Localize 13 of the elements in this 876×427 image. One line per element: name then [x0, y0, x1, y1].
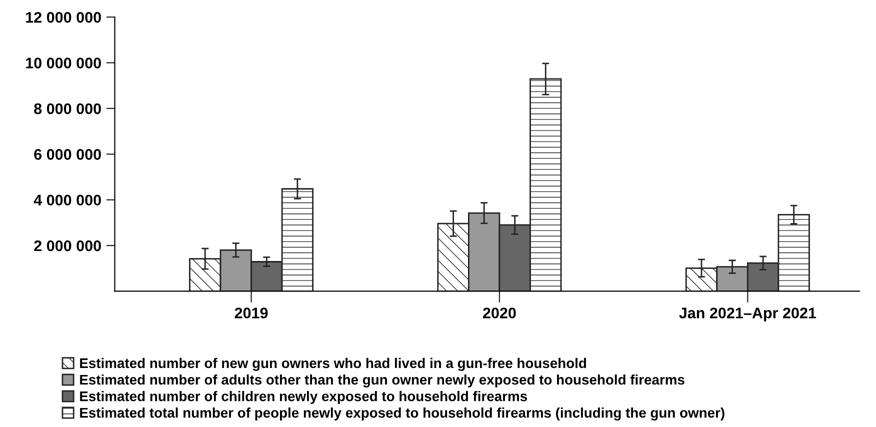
legend-label: Estimated number of adults other than the gun owner newly exposed to household firearms [80, 374, 684, 388]
x-tick-label: 2020 [483, 308, 516, 318]
legend-label: Estimated total number of people newly exposed to household firearms (including the gun owner) [80, 408, 724, 421]
legend-label: Estimated number of new gun owners who had lived in a gun-free household [80, 358, 586, 371]
y-tick-label: 12 000 000 [26, 12, 101, 23]
y-tick-label: 2 000 000 [34, 240, 101, 252]
y-tick-label: 4 000 000 [34, 194, 101, 206]
x-tick-label: 2019 [234, 308, 268, 318]
y-tick-label: 8 000 000 [34, 103, 101, 114]
y-tick-label: 10 000 000 [26, 58, 101, 68]
x-tick-label: Jan 2021–Apr 2021 [679, 308, 816, 322]
legend-label: Estimated number of children newly exposed to household firearms [80, 391, 527, 404]
y-tick-label: 6 000 000 [34, 149, 101, 160]
